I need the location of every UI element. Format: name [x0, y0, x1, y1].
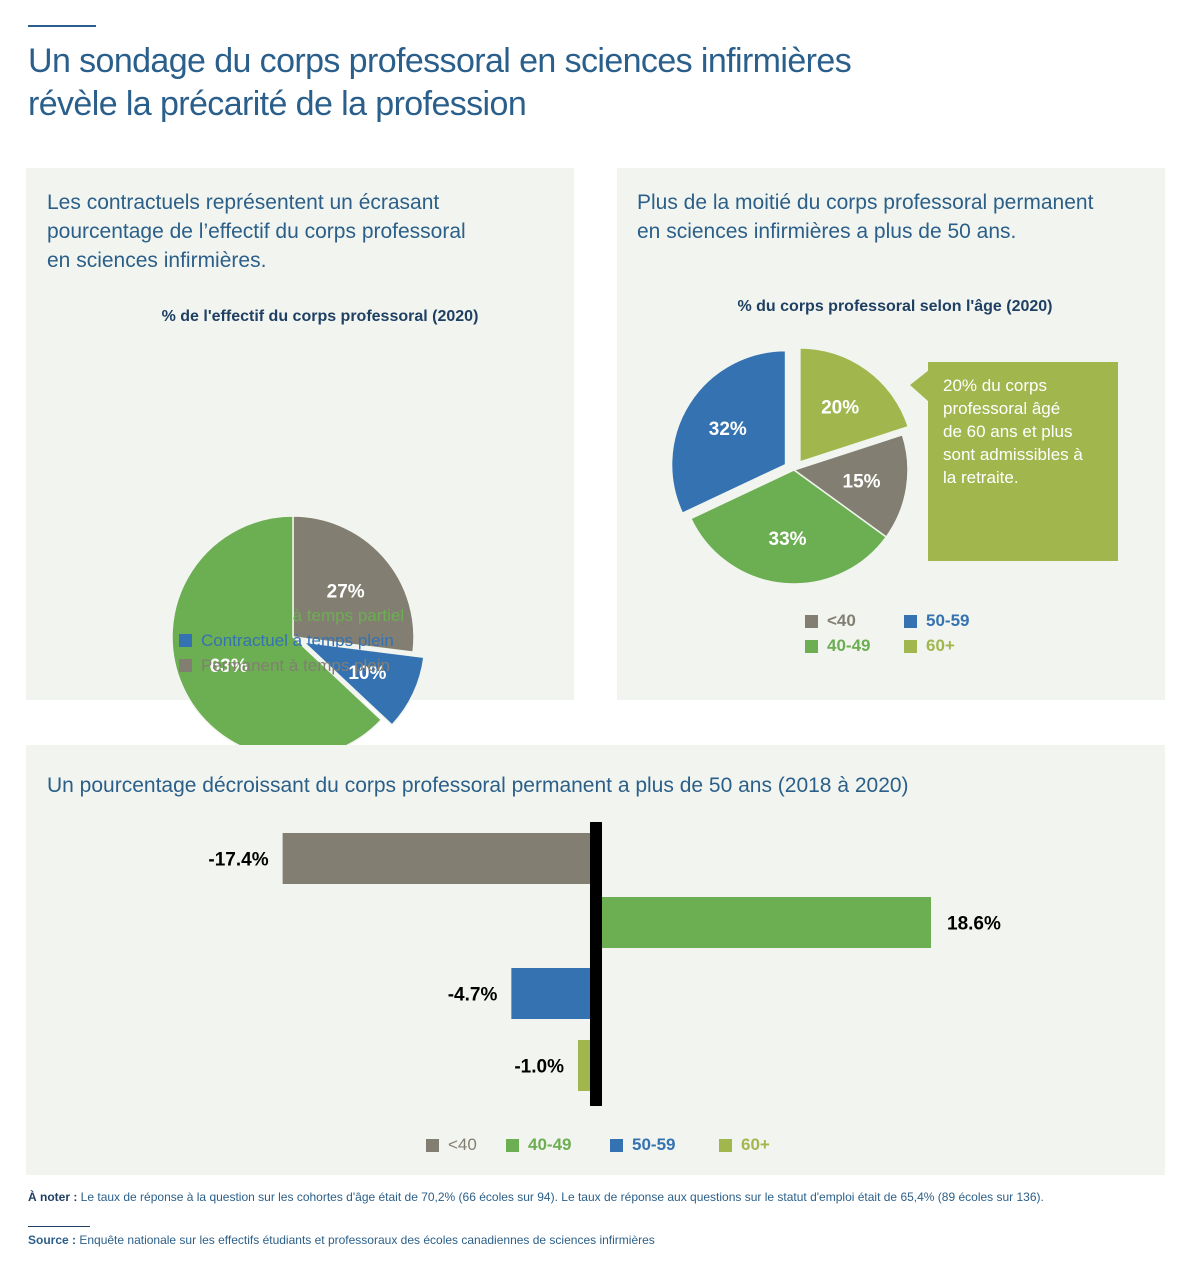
legend-label: 40-49	[827, 636, 871, 655]
pie-chart-age: 20% 15% 33% 32%	[670, 347, 910, 585]
pie-1-legend: Contractuel à temps partiel Contractuel …	[179, 603, 404, 678]
callout-pointer	[910, 370, 929, 402]
legend-swatch	[904, 614, 917, 628]
callout-line: sont admissibles à	[943, 445, 1083, 464]
legend-item-60-plus: 60+	[904, 636, 955, 656]
legend-swatch	[719, 1138, 732, 1152]
pie-slice-50-59	[670, 349, 787, 515]
panel-3-title: Un pourcentage décroissant du corps prof…	[47, 774, 909, 797]
callout-line: 20% du corps	[943, 376, 1047, 395]
page-title: Un sondage du corps professoral en scien…	[28, 40, 1028, 126]
footnote-label: À noter :	[28, 1190, 78, 1204]
bar-40	[282, 833, 596, 884]
panel-2-title-line: Plus de la moitié du corps professoral p…	[637, 191, 1094, 214]
legend-item-part-time: Contractuel à temps partiel	[179, 603, 404, 628]
legend-item-50-59: 50-59	[610, 1135, 675, 1155]
legend-swatch	[179, 609, 192, 622]
pie-label-40-49: 33%	[769, 529, 807, 550]
source-text: Enquête nationale sur les effectifs étud…	[76, 1233, 655, 1247]
panel-2-title: Plus de la moitié du corps professoral p…	[637, 188, 1093, 246]
source-rule	[28, 1226, 90, 1227]
legend-swatch	[179, 634, 192, 647]
panel-employment-status: Les contractuels représentent un écrasan…	[26, 168, 574, 759]
callout-line: de 60 ans et plus	[943, 422, 1073, 441]
title-rule	[28, 25, 96, 27]
legend-label: 50-59	[632, 1135, 676, 1154]
panel-2-title-line: en sciences infirmières a plus de 50 ans…	[637, 220, 1017, 243]
legend-item-60-plus: 60+	[719, 1135, 770, 1155]
bar-label-60: -1.0%	[514, 1057, 564, 1078]
source-label: Source :	[28, 1233, 77, 1247]
bar-50-59	[511, 968, 596, 1019]
panel-1-title-line: Les contractuels représentent un écrasan…	[47, 191, 440, 214]
legend-item-40-49: 40-49	[506, 1135, 571, 1155]
pie-slice-40-49	[689, 469, 888, 585]
bar-40-49	[596, 897, 931, 948]
legend-label: 40-49	[528, 1135, 572, 1154]
pie-label-40: 15%	[843, 472, 881, 493]
legend-item-under-40: <40	[426, 1135, 477, 1155]
legend-item-full-time-contract: Contractuel à temps plein	[179, 628, 404, 653]
legend-label: <40	[448, 1135, 477, 1154]
footnote-text: Le taux de réponse à la question sur les…	[77, 1190, 1044, 1204]
legend-swatch	[904, 639, 917, 653]
legend-label: 50-59	[926, 611, 970, 630]
callout-line: la retraite.	[943, 468, 1019, 487]
legend-swatch	[805, 614, 818, 628]
legend-label: Contractuel à temps partiel	[201, 605, 405, 625]
legend-label: Permanent à temps plein	[201, 655, 390, 675]
pie-label-contractuel-temps-plein: 10%	[348, 663, 386, 684]
pie-chart-employment: 27% 10% 63%	[171, 515, 425, 759]
retirement-callout: 20% du corps professoral âgé de 60 ans e…	[928, 362, 1118, 561]
legend-swatch	[805, 639, 818, 653]
legend-label: Contractuel à temps plein	[201, 630, 394, 650]
legend-swatch	[426, 1138, 439, 1152]
callout-line: professoral âgé	[943, 399, 1061, 418]
pie-1-title: % de l'effectif du corps professoral (20…	[161, 308, 479, 325]
legend-item-50-59: 50-59	[904, 611, 969, 631]
legend-item-under-40: <40	[805, 611, 856, 631]
panel-1-title-line: en sciences infirmières.	[47, 249, 267, 272]
pie-label-60: 20%	[821, 398, 859, 419]
legend-item-permanent: Permanent à temps plein	[179, 653, 404, 678]
source-note: Source : Enquête nationale sur les effec…	[28, 1233, 655, 1247]
page-title-line-1: Un sondage du corps professoral en scien…	[28, 42, 852, 80]
bar-label-40: -17.4%	[208, 850, 268, 871]
legend-item-40-49: 40-49	[805, 636, 870, 656]
pie-slice-contractuel-temps-plein	[301, 641, 425, 727]
legend-swatch	[179, 659, 192, 672]
legend-label: 60+	[741, 1135, 770, 1154]
pie-slice-60	[799, 347, 910, 463]
bar-label-50-59: -4.7%	[448, 985, 498, 1006]
pie-label-permanent-temps-plein: 27%	[327, 582, 365, 603]
panel-1-title: Les contractuels représentent un écrasan…	[47, 188, 466, 275]
zero-axis-line	[590, 822, 602, 1106]
panel-1-title-line: pourcentage de l’effectif du corps profe…	[47, 220, 466, 243]
page-title-line-2: révèle la précarité de la profession	[28, 85, 527, 123]
legend-label: <40	[827, 611, 856, 630]
legend-swatch	[506, 1138, 519, 1152]
legend-swatch	[610, 1138, 623, 1152]
pie-slice-40	[792, 433, 909, 539]
pie-label-contractuel-temps-partiel: 63%	[210, 656, 248, 677]
footnote: À noter : Le taux de réponse à la questi…	[28, 1190, 1044, 1204]
pie-2-title: % du corps professoral selon l'âge (2020…	[737, 298, 1053, 315]
bar-label-40-49: 18.6%	[947, 914, 1001, 935]
pie-slice-permanent-temps-plein	[292, 515, 415, 654]
legend-label: 60+	[926, 636, 955, 655]
pie-label-50-59: 32%	[709, 419, 747, 440]
